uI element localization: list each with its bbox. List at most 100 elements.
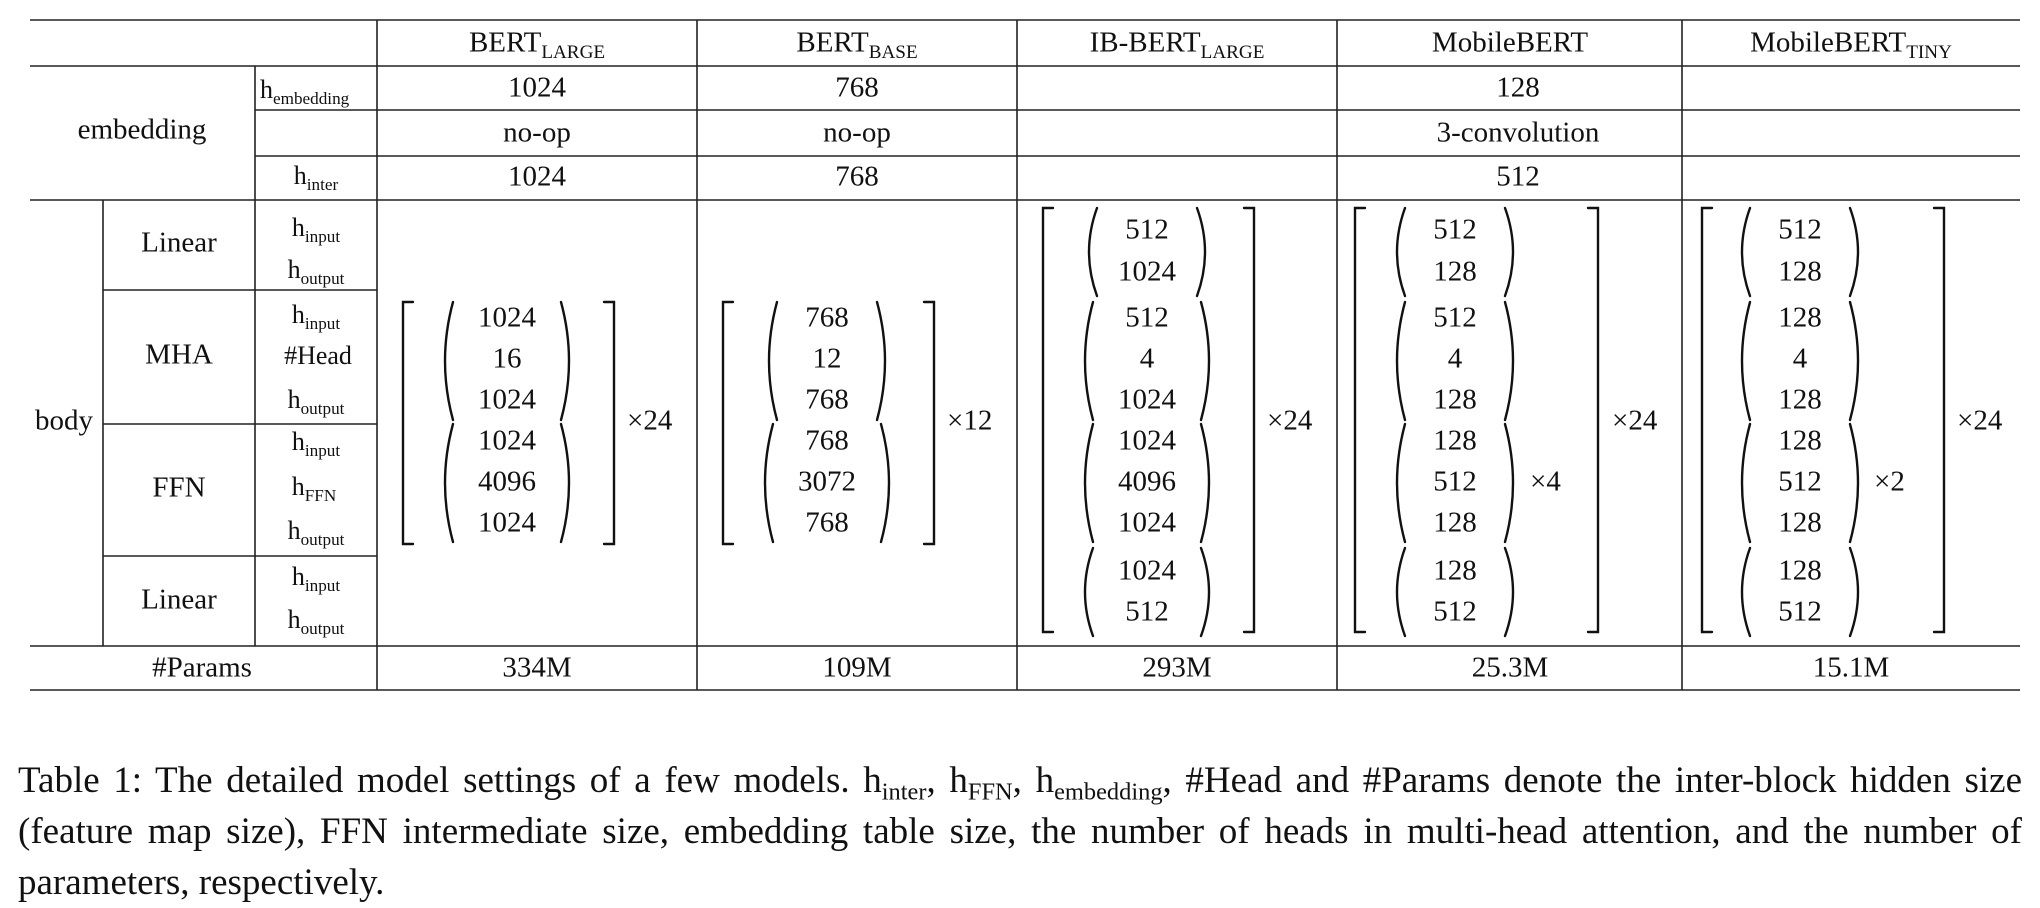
left-paren [1083,422,1095,544]
mobilebert-tiny-linear-top-input: 512 [1778,213,1822,246]
left-paren [1083,546,1095,638]
left-paren [1395,422,1407,544]
ib-bert-mha-input: 512 [1125,301,1169,334]
table-caption: Table 1: The detailed model settings of … [18,760,2023,903]
ib-bert-linear-bottom-input: 1024 [1118,554,1176,587]
left-paren [1395,206,1407,298]
ib-bert-linear-bottom-output: 512 [1125,595,1169,628]
bert-base-repeat: ×12 [947,404,993,437]
left-bracket [401,300,415,546]
left-bracket [1041,206,1055,634]
mobilebert-tiny-mha-heads: 4 [1792,342,1808,375]
cell-bert-large-h-embedding: 1024 [508,71,566,104]
bert-large-mha-output: 1024 [478,383,536,416]
params-bert-large: 334M [502,651,572,684]
group-label-body: body [35,404,93,437]
sublayer-mha: MHA [145,338,213,371]
right-paren [559,300,571,422]
bert-base-mha-heads: 12 [812,342,842,375]
row-label-h-output: houtput [287,385,345,418]
mobilebert-linear-bottom-output: 512 [1433,595,1477,628]
bert-large-ffn-input: 1024 [478,424,536,457]
left-paren [767,300,779,422]
ib-bert-ffn-hidden: 4096 [1118,465,1176,498]
right-paren [879,422,891,544]
left-paren [1395,300,1407,422]
ib-bert-linear-top-input: 512 [1125,213,1169,246]
right-paren [1195,206,1207,298]
ib-bert-repeat: ×24 [1267,404,1313,437]
cell-bert-base-h-embedding: 768 [835,71,879,104]
row-label-h-input: hinput [291,562,341,595]
mobilebert-mha-heads: 4 [1447,342,1463,375]
bert-large-repeat: ×24 [627,404,673,437]
mobilebert-tiny-ffn-output: 128 [1778,506,1822,539]
mobilebert-linear-top-output: 128 [1433,255,1477,288]
cell-bert-base-op: no-op [823,116,891,149]
col-header-mobilebert-tiny: MobileBERTTINY [1750,26,1952,64]
row-label-h-output: houtput [287,255,345,288]
bert-large-mha-input: 1024 [478,301,536,334]
row-label-h-input: hinput [291,300,341,333]
bert-large-mha-heads: 16 [492,342,522,375]
left-paren [1740,206,1752,298]
left-paren [763,422,775,544]
params-mobilebert: 25.3M [1471,651,1549,684]
cell-shared-h-embedding: 128 [1496,71,1540,104]
row-label-head: #Head [284,341,352,370]
right-bracket [602,300,616,546]
cell-bert-base-h-inter: 768 [835,160,879,193]
bert-base-mha-input: 768 [805,301,849,334]
bert-base-mha-output: 768 [805,383,849,416]
left-paren [443,300,455,422]
left-paren [1740,300,1752,422]
mobilebert-tiny-mha-output: 128 [1778,383,1822,416]
row-label-h-output: houtput [287,605,345,638]
params-ib-bert-large: 293M [1142,651,1212,684]
row-label-h-inter: hinter [293,161,339,194]
group-label-embedding: embedding [77,113,207,146]
mobilebert-linear-bottom-input: 128 [1433,554,1477,587]
right-bracket [1932,206,1946,634]
mobilebert-tiny-ffn-repeat: ×2 [1874,465,1905,498]
right-paren [875,300,887,422]
col-header-mobilebert: MobileBERT [1431,26,1589,59]
row-label-h-output: houtput [287,516,345,549]
ib-bert-mha-heads: 4 [1139,342,1155,375]
left-bracket [1353,206,1367,634]
mobilebert-repeat: ×24 [1612,404,1658,437]
right-bracket [1242,206,1256,634]
mobilebert-ffn-output: 128 [1433,506,1477,539]
left-paren [1740,546,1752,638]
right-bracket [1586,206,1600,634]
ib-bert-linear-top-output: 1024 [1118,255,1176,288]
ib-bert-ffn-input: 1024 [1118,424,1176,457]
left-paren [1740,422,1752,544]
bert-large-ffn-output: 1024 [478,506,536,539]
params-mobilebert-tiny: 15.1M [1812,651,1890,684]
mobilebert-ffn-repeat: ×4 [1530,465,1561,498]
mobilebert-mha-output: 128 [1433,383,1477,416]
mobilebert-tiny-mha-input: 128 [1778,301,1822,334]
right-paren [1199,422,1211,544]
mobilebert-ffn-input: 128 [1433,424,1477,457]
bert-base-ffn-output: 768 [805,506,849,539]
cell-bert-large-op: no-op [503,116,571,149]
ib-bert-ffn-output: 1024 [1118,506,1176,539]
cell-bert-large-h-inter: 1024 [508,160,566,193]
left-paren [1087,206,1099,298]
right-paren [559,422,571,544]
right-paren [1503,422,1515,544]
cell-shared-op: 3-convolution [1436,116,1600,149]
right-paren [1503,206,1515,298]
col-header-ib-bert-large: IB-BERTLARGE [1089,26,1265,64]
right-paren [1199,546,1211,638]
params-bert-base: 109M [822,651,892,684]
row-label-h-input: hinput [291,213,341,246]
mobilebert-tiny-ffn-hidden: 512 [1778,465,1822,498]
right-paren [1848,206,1860,298]
col-header-bert-base: BERTBASE [796,26,918,64]
left-paren [1083,300,1095,422]
right-paren [1503,300,1515,422]
